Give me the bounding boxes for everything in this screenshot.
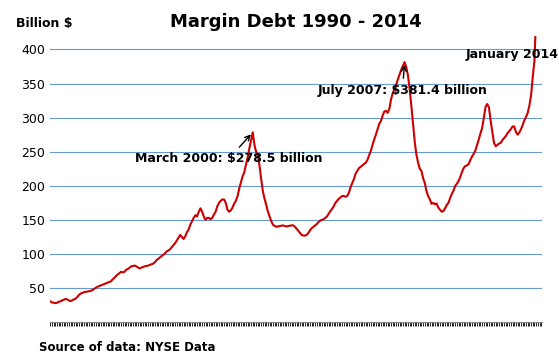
Title: Margin Debt 1990 - 2014: Margin Debt 1990 - 2014: [170, 14, 422, 32]
Text: Billion $: Billion $: [16, 17, 72, 30]
Text: Source of data: NYSE Data: Source of data: NYSE Data: [39, 342, 216, 354]
Text: January 2014: $451.3 billion: January 2014: $451.3 billion: [465, 48, 559, 61]
Text: March 2000: $278.5 billion: March 2000: $278.5 billion: [135, 136, 323, 165]
Text: July 2007: $381.4 billion: July 2007: $381.4 billion: [318, 67, 487, 97]
